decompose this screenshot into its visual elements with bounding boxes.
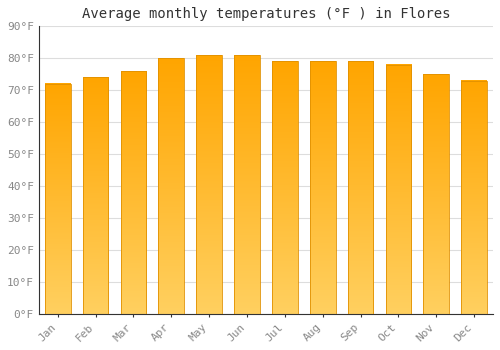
Bar (462, 80, 487, 314)
Title: Average monthly temperatures (°F ) in Flores: Average monthly temperatures (°F ) in Fl… (82, 7, 450, 21)
Bar (310, 62, 336, 314)
Bar (348, 62, 374, 314)
Bar (120, 71, 146, 314)
Bar (424, 74, 449, 314)
Bar (386, 65, 411, 314)
Bar (272, 62, 297, 314)
Bar (45, 84, 70, 314)
Bar (158, 58, 184, 314)
Bar (82, 77, 108, 314)
Bar (196, 55, 222, 314)
Bar (234, 55, 260, 314)
